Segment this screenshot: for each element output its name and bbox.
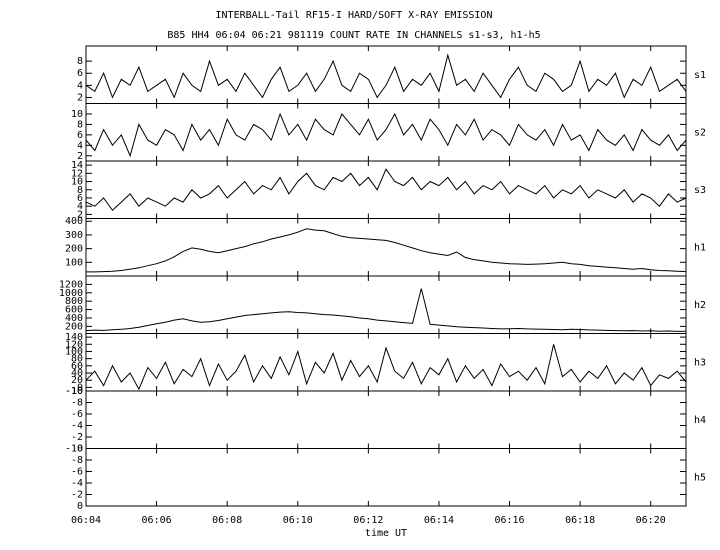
y-tick-label: -10 — [65, 386, 83, 397]
y-tick-label: -6 — [71, 467, 83, 478]
y-tick-label: 200 — [65, 321, 83, 332]
series-label: h1 — [694, 242, 706, 253]
x-tick-label: 06:08 — [212, 515, 242, 526]
series-label: s2 — [694, 127, 706, 138]
y-tick-label: -8 — [71, 398, 83, 409]
y-tick-label: 8 — [77, 185, 83, 196]
series-label: h3 — [694, 357, 706, 368]
y-tick-label: 80 — [71, 354, 83, 365]
y-tick-label: 20 — [71, 375, 83, 386]
y-tick-label: 2 — [77, 151, 83, 162]
y-tick-label: 60 — [71, 361, 83, 372]
x-tick-label: 06:04 — [71, 515, 101, 526]
y-tick-label: 2 — [77, 209, 83, 220]
y-tick-label: 2 — [77, 92, 83, 103]
y-tick-label: 800 — [65, 296, 83, 307]
panel-frame — [85, 390, 687, 449]
y-tick-label: -4 — [71, 421, 83, 432]
series-label: s3 — [694, 185, 706, 196]
y-tick-label: 400 — [65, 313, 83, 324]
series-label: h5 — [694, 472, 706, 483]
panel-frame — [85, 275, 687, 334]
chart-subtitle: B85 HH4 06:04 06:21 981119 COUNT RATE IN… — [167, 30, 540, 41]
y-tick-label: 40 — [71, 368, 83, 379]
series-line — [85, 288, 687, 332]
panel-frame — [85, 333, 687, 392]
series-line — [85, 168, 687, 212]
y-tick-label: 100 — [65, 257, 83, 268]
y-tick-label: 12 — [71, 168, 83, 179]
y-tick-label: 120 — [65, 339, 83, 350]
panel-frame — [85, 103, 687, 162]
y-tick-label: -2 — [71, 490, 83, 501]
y-tick-label: 4 — [77, 201, 83, 212]
y-tick-label: 10 — [71, 109, 83, 120]
x-tick-label: 06:14 — [424, 515, 454, 526]
x-tick-label: 06:16 — [494, 515, 524, 526]
y-tick-label: 4 — [77, 80, 83, 91]
y-tick-label: -8 — [71, 455, 83, 466]
y-tick-label: -4 — [71, 478, 83, 489]
series-line — [86, 228, 687, 273]
series-line — [85, 53, 687, 99]
panel-frame — [85, 448, 687, 507]
y-tick-label: 0 — [77, 501, 83, 512]
y-tick-label: -6 — [71, 409, 83, 420]
y-tick-label: 0 — [77, 444, 83, 455]
y-tick-label: 200 — [65, 244, 83, 255]
y-tick-label: 300 — [65, 230, 83, 241]
x-tick-label: 06:10 — [283, 515, 313, 526]
x-tick-label: 06:12 — [353, 515, 383, 526]
y-tick-label: 4 — [77, 140, 83, 151]
y-tick-label: 1200 — [59, 279, 83, 290]
y-tick-label: 6 — [77, 68, 83, 79]
y-tick-label: 6 — [77, 130, 83, 141]
y-tick-label: 1000 — [59, 288, 83, 299]
series-label: h4 — [694, 415, 706, 426]
y-tick-label: 140 — [65, 332, 83, 343]
series-line — [85, 344, 687, 391]
y-tick-label: 600 — [65, 305, 83, 316]
series-line — [85, 112, 687, 158]
chart-title: INTERBALL-Tail RF15-I HARD/SOFT X-RAY EM… — [216, 10, 493, 21]
y-tick-label: 8 — [77, 119, 83, 130]
y-tick-label: 8 — [77, 56, 83, 67]
panel-frame — [85, 218, 687, 277]
x-axis-label: time UT — [365, 528, 407, 539]
series-label: h2 — [694, 300, 706, 311]
y-tick-label: -2 — [71, 432, 83, 443]
y-tick-label: 0 — [77, 382, 83, 393]
panel-frame — [85, 45, 687, 104]
y-tick-label: -10 — [65, 444, 83, 455]
y-tick-label: 14 — [71, 160, 83, 171]
x-tick-label: 06:06 — [142, 515, 172, 526]
series-label: s1 — [694, 70, 706, 81]
y-tick-label: 100 — [65, 346, 83, 357]
y-tick-label: -10 — [65, 386, 83, 397]
x-tick-label: 06:18 — [565, 515, 595, 526]
x-tick-label: 06:20 — [636, 515, 666, 526]
y-tick-label: 6 — [77, 193, 83, 204]
y-tick-label: 400 — [65, 216, 83, 227]
y-tick-label: 10 — [71, 177, 83, 188]
